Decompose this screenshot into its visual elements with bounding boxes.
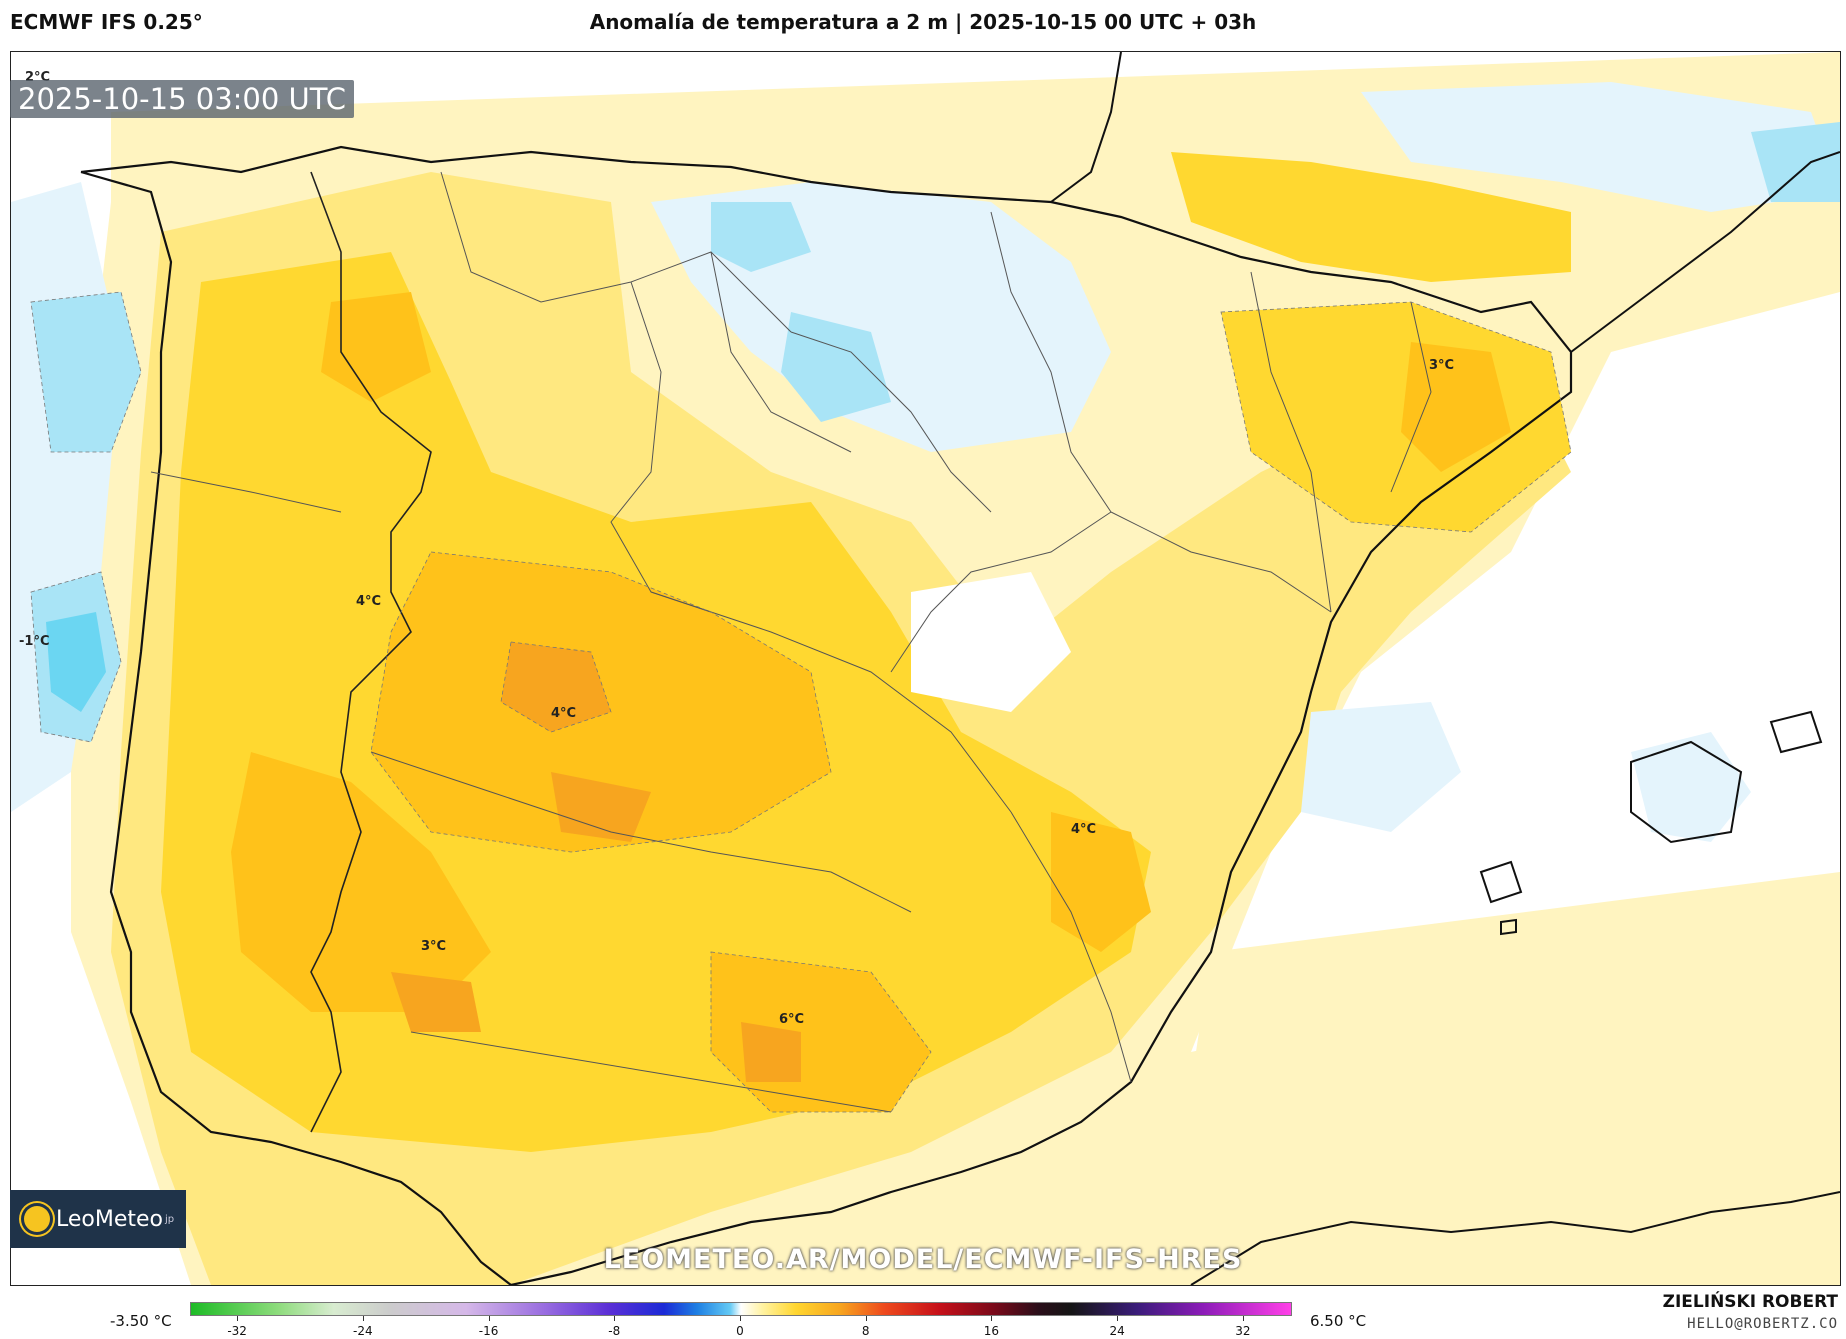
island-menorca	[1769, 710, 1823, 754]
colorbar-tick-label: -32	[227, 1324, 247, 1338]
colorbar-tickmark	[237, 1316, 239, 1321]
coastline-portugal	[80, 170, 512, 1285]
valid-time-badge: 2025-10-15 03:00 UTC	[10, 80, 355, 118]
leometeo-logo[interactable]: LeoMeteo jp	[10, 1190, 186, 1248]
contour-label-3c-northeast: 3°C	[1429, 358, 1455, 373]
colorbar-ticks: -32 -24 -16 -8 0 8 16 24 32	[190, 1316, 1290, 1338]
anomaly-blue-west	[31, 292, 141, 452]
colorbar-tick-label: -8	[608, 1324, 621, 1338]
sun-icon	[24, 1206, 50, 1232]
source-url[interactable]: LEOMETEO.AR/MODEL/ECMWF-IFS-HRES	[603, 1244, 1243, 1275]
island-formentera	[1500, 918, 1517, 936]
model-name: ECMWF IFS 0.25°	[10, 10, 203, 34]
contour-lines	[30, 291, 1572, 1113]
author-email[interactable]: HELLO@ROBERTZ.CO	[1687, 1316, 1838, 1332]
map-svg	[11, 52, 1840, 1285]
coastline-gulf-of-lion	[1570, 151, 1840, 353]
colorbar	[190, 1302, 1292, 1316]
island-ibiza	[1479, 860, 1523, 904]
anomaly-orange-2	[551, 772, 651, 842]
anomaly-gold-north	[321, 292, 431, 402]
contour-label-4c-east: 4°C	[1071, 822, 1097, 837]
contour-label-4c-center: 4°C	[551, 706, 577, 721]
anomaly-white-center	[911, 572, 1071, 712]
anomaly-orange-4	[741, 1022, 801, 1082]
region-borders	[150, 171, 1432, 1113]
anomaly-gold-southwest	[231, 752, 491, 1012]
anomaly-orange-1	[501, 642, 611, 732]
author-name: ZIELIŃSKI ROBERT	[1662, 1292, 1838, 1312]
colorbar-tick-label: -16	[478, 1324, 499, 1338]
colorbar-min-label: -3.50 °C	[110, 1312, 172, 1330]
map-title: Anomalía de temperatura a 2 m | 2025-10-…	[589, 10, 1257, 34]
anomaly-blue-northeast	[1751, 122, 1840, 202]
anomaly-yellow-pyrenees	[1171, 152, 1571, 282]
coastline-france	[1050, 52, 1122, 203]
colorbar-tick-label: -24	[353, 1324, 373, 1338]
logo-text: LeoMeteo	[56, 1206, 164, 1232]
anomaly-light-blue-northeast	[1361, 82, 1840, 212]
border-spain-portugal	[310, 171, 432, 1133]
colorbar-tick-label: 16	[983, 1324, 1000, 1338]
colorbar-tickmark	[488, 1316, 490, 1321]
logo-suffix: jp	[165, 1213, 175, 1225]
contour-label-minus1c: -1°C	[19, 634, 50, 649]
colorbar-tickmark	[865, 1316, 867, 1321]
coastline-north-africa	[1190, 1191, 1840, 1285]
contour-label-6c: 6°C	[779, 1012, 805, 1027]
map-panel: 2°C -1°C 4°C 4°C 4°C 3°C 3°C 6°C	[10, 51, 1841, 1286]
anomaly-blue-north-2	[781, 312, 891, 422]
anomaly-gold-ne	[1401, 342, 1511, 472]
colorbar-tickmark	[740, 1316, 741, 1321]
colorbar-tickmark	[991, 1316, 993, 1321]
anomaly-orange-3	[391, 972, 481, 1032]
colorbar-tick-label: 8	[861, 1324, 870, 1338]
anomaly-gold-east	[1051, 812, 1151, 952]
colorbar-tickmark	[1242, 1316, 1244, 1321]
anomaly-pale-yellow-south-sea	[1161, 872, 1840, 1285]
contour-label-3c-southwest: 3°C	[421, 939, 447, 954]
colorbar-tick-label: 24	[1109, 1324, 1125, 1338]
colorbar-tickmark	[1117, 1316, 1119, 1321]
coastline-iberia	[80, 145, 1573, 1285]
colorbar-max-label: 6.50 °C	[1310, 1312, 1367, 1330]
colorbar-tick-label: 32	[1235, 1324, 1251, 1338]
contour-label-4c-west: 4°C	[356, 594, 382, 609]
colorbar-tick-label: 0	[736, 1324, 744, 1338]
colorbar-tickmark	[614, 1316, 616, 1321]
colorbar-tickmark	[362, 1316, 364, 1321]
anomaly-cyan-atlantic	[46, 612, 106, 712]
anomaly-blue-north	[711, 202, 811, 272]
anomaly-light-blue-sea	[1301, 702, 1461, 832]
island-mallorca	[1630, 740, 1743, 844]
